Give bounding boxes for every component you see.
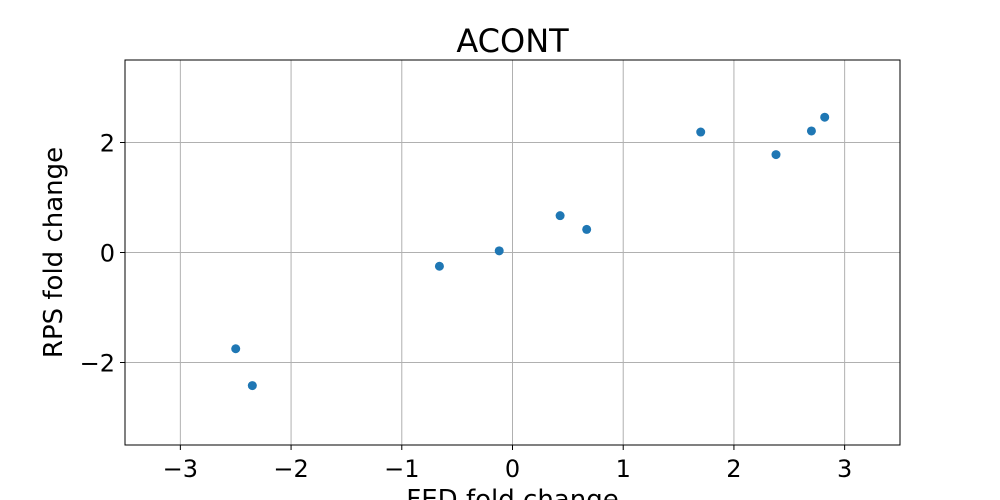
data-point <box>771 150 781 160</box>
grid <box>125 60 900 445</box>
y-tick-label: 2 <box>100 130 115 158</box>
x-tick-label: 1 <box>616 455 631 483</box>
x-tick-label: 0 <box>505 455 520 483</box>
data-point <box>231 344 241 354</box>
data-point <box>247 381 257 391</box>
data-point <box>582 224 592 234</box>
data-point <box>806 126 816 136</box>
x-tick-label: −3 <box>163 455 198 483</box>
y-tick-label: −2 <box>80 350 115 378</box>
x-axis-label: FED fold change <box>406 485 618 500</box>
x-tick-label: 3 <box>837 455 852 483</box>
data-point <box>434 261 444 271</box>
chart-title: ACONT <box>456 22 569 60</box>
y-axis-label: RPS fold change <box>39 147 69 358</box>
data-points <box>231 112 830 391</box>
y-tick-label: 0 <box>100 240 115 268</box>
x-tick-label: −1 <box>384 455 419 483</box>
data-point <box>555 211 565 221</box>
axis-ticks: −3 −2 −1 0 1 2 3 −2 0 2 <box>80 130 853 484</box>
x-tick-label: −2 <box>273 455 308 483</box>
data-point <box>820 112 830 122</box>
data-point <box>494 246 504 256</box>
data-point <box>696 127 706 137</box>
x-tick-label: 2 <box>726 455 741 483</box>
